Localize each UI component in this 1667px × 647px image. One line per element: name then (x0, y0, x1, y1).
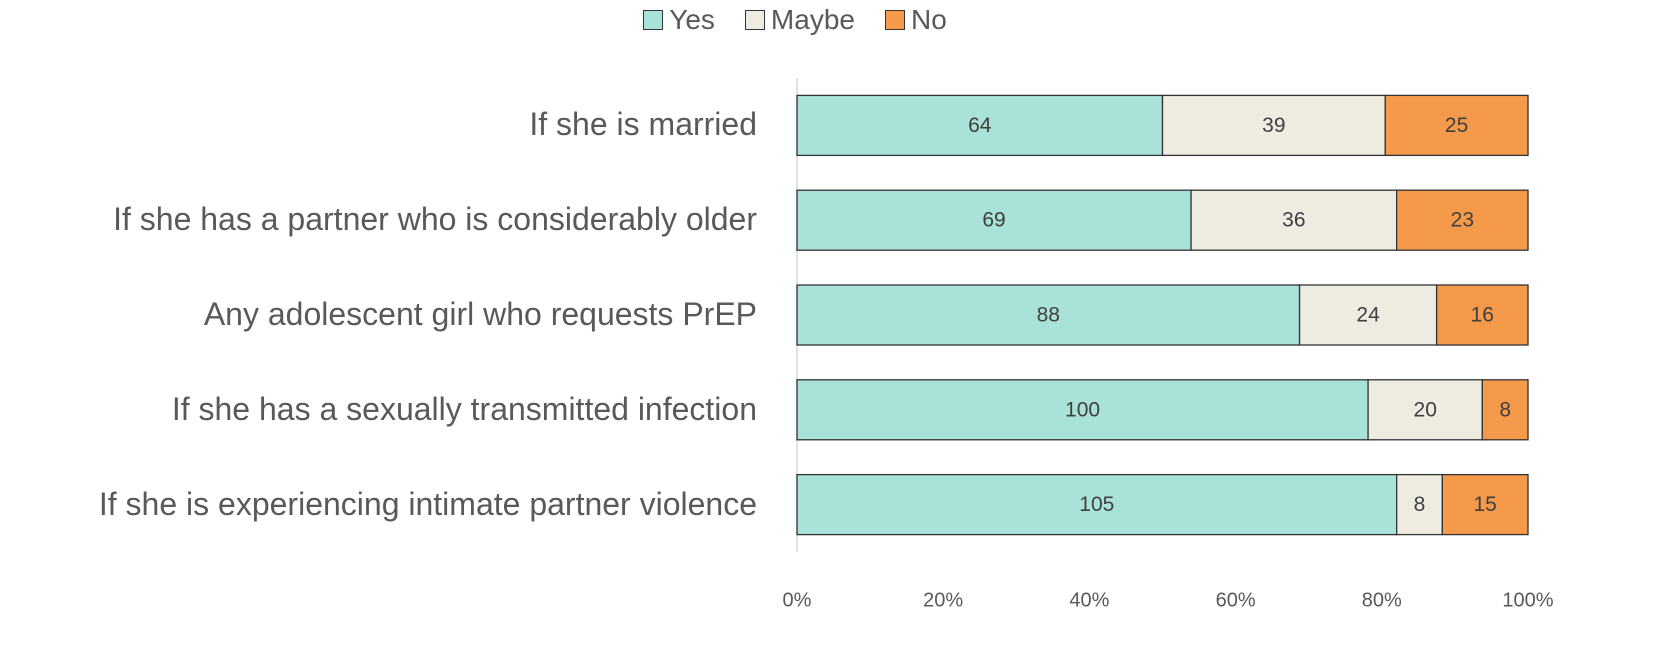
bar-segment (1190, 189, 1398, 251)
category-label: If she is experiencing intimate partner … (98, 485, 757, 522)
data-label: 39 (1262, 114, 1285, 137)
bar-segment (1441, 473, 1529, 536)
category-label-box: If she is experiencing intimate partner … (0, 484, 757, 526)
data-label: 8 (1499, 398, 1511, 421)
category-label: If she has a sexually transmitted infect… (171, 391, 757, 427)
bar-segment (1395, 473, 1443, 536)
bar-segment (1161, 94, 1386, 157)
data-label: 15 (1473, 493, 1496, 516)
category-label-box: If she has a sexually transmitted infect… (0, 389, 757, 431)
category-label: If she is married (529, 106, 757, 143)
category-label-box: If she has a partner who is considerably… (0, 199, 757, 241)
legend-item: Yes (643, 4, 715, 36)
bar-segment (796, 284, 1301, 346)
category-label: Any adolescent girl who requests PrEP (203, 296, 757, 333)
bar-segment (796, 379, 1369, 441)
data-label: 24 (1356, 304, 1380, 327)
bar-segment (1384, 94, 1529, 157)
data-label: 20 (1414, 398, 1437, 421)
category-label-box: If she is married (0, 105, 757, 147)
data-label: 23 (1451, 209, 1474, 232)
bar-segment (1435, 284, 1529, 346)
legend-swatch (884, 10, 905, 30)
legend: Yes Maybe No (0, 4, 1590, 36)
data-label: 100 (1065, 398, 1100, 421)
legend-swatch (744, 10, 765, 30)
data-label: 8 (1414, 493, 1426, 516)
x-tick-label: 20% (923, 589, 963, 611)
legend-label: No (910, 4, 947, 35)
category-label-box: Any adolescent girl who requests PrEP (0, 294, 757, 336)
data-label: 69 (982, 209, 1005, 232)
x-tick-label: 0% (783, 589, 812, 611)
x-tick-label: 100% (1502, 589, 1553, 611)
bar-segment (1481, 379, 1529, 441)
x-tick-label: 60% (1216, 589, 1256, 611)
category-label: If she has a partner who is considerably… (113, 201, 757, 238)
bar-segment (1367, 379, 1483, 441)
legend-label: Yes (669, 4, 715, 35)
legend-label: Maybe (770, 4, 855, 35)
data-label: 25 (1445, 114, 1468, 137)
x-tick-label: 40% (1069, 589, 1109, 611)
data-label: 64 (968, 114, 992, 137)
data-label: 105 (1079, 493, 1114, 516)
legend-item: Maybe (744, 4, 855, 36)
bar-segment (796, 94, 1164, 157)
bar-segment (1395, 189, 1529, 251)
x-tick-label: 80% (1362, 589, 1402, 611)
data-label: 16 (1471, 304, 1494, 327)
data-label: 36 (1282, 209, 1305, 232)
data-label: 88 (1037, 304, 1060, 327)
legend-swatch (643, 10, 664, 30)
legend-item: No (884, 4, 947, 36)
